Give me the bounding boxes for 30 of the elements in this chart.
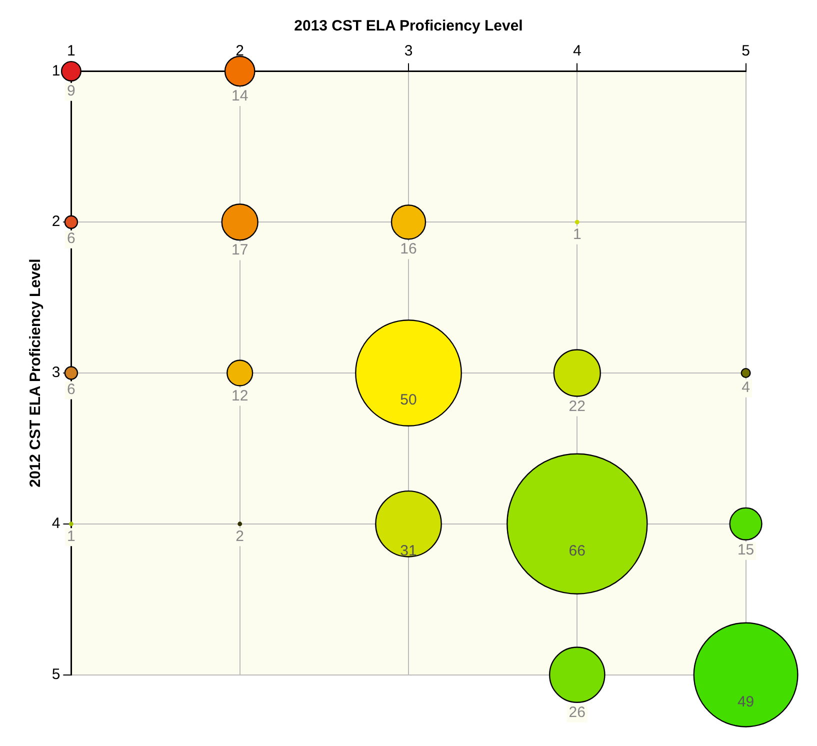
annotation: 49: [737, 693, 754, 710]
x-tick-label: 2: [236, 42, 244, 60]
annotation: 26: [568, 704, 586, 721]
annotation: 50: [400, 392, 417, 409]
annotation: 1: [572, 226, 582, 243]
y-tick-label: 4: [52, 515, 60, 532]
annotation: 6: [67, 230, 76, 247]
annotation: 15: [737, 542, 754, 559]
y-tick-label: 5: [52, 666, 60, 683]
annotation: 4: [742, 379, 750, 396]
annotation: 6: [67, 380, 76, 398]
annotation: 14: [232, 88, 248, 105]
annotation: 16: [400, 240, 417, 258]
annotation: 66: [568, 542, 586, 560]
y-tick-label: 2: [52, 213, 60, 230]
annotation: 17: [232, 242, 248, 259]
x-tick-label: 3: [404, 42, 413, 60]
x-axis-title: 2013 CST ELA Proficiency Level: [294, 17, 523, 34]
y-axis-title: 2012 CST ELA Proficiency Level: [27, 258, 44, 488]
annotation: 31: [400, 542, 417, 560]
x-tick-label: 4: [572, 42, 582, 60]
y-tick-label: 3: [52, 364, 60, 382]
x-tick-label: 5: [742, 42, 750, 60]
annotation: 9: [67, 82, 76, 100]
y-tick-label: 1: [52, 62, 60, 80]
annotation: 12: [232, 387, 248, 404]
x-tick-label: 1: [67, 42, 76, 60]
annotation: 22: [568, 398, 586, 415]
annotation: 1: [67, 528, 76, 545]
annotation: 2: [236, 528, 244, 545]
